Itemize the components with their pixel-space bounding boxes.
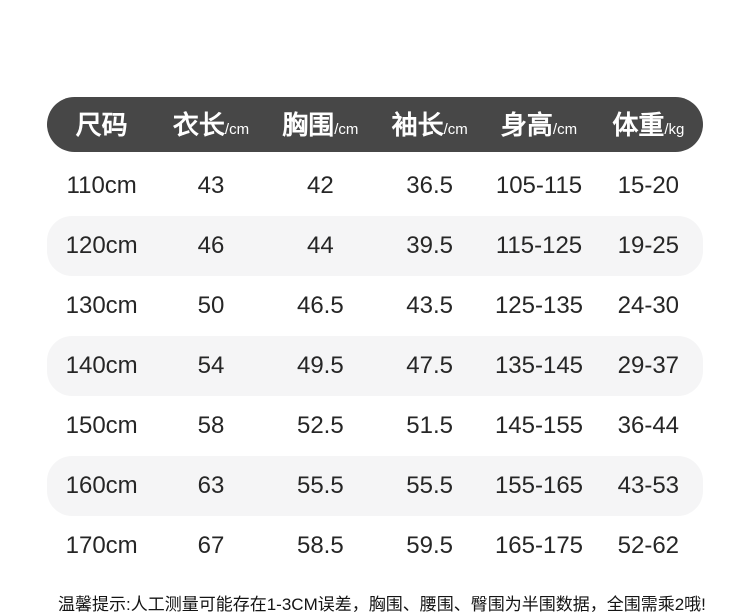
size-cell: 140cm	[65, 352, 138, 379]
size-cell: 160cm	[65, 472, 138, 499]
value-cell: 165-175	[494, 532, 584, 559]
value-cell: 43	[197, 172, 225, 199]
value-cell: 58	[197, 412, 225, 439]
table-header-row: 尺码 衣长/cm 胸围/cm 袖长/cm 身高/cm 体重/kg	[47, 97, 703, 152]
header-unit: /cm	[224, 120, 250, 138]
header-unit: /cm	[334, 120, 359, 138]
value-cell: 50	[197, 292, 225, 319]
value-cell: 47.5	[406, 352, 454, 379]
table-row: 130cm 50 46.5 43.5 125-135 24-30	[47, 276, 703, 336]
value-cell: 39.5	[406, 232, 454, 259]
value-cell: 55.5	[296, 472, 344, 499]
measurement-tip-note: 温馨提示:人工测量可能存在1-3CM误差，胸围、腰围、臀围为半围数据，全围需乘2…	[58, 595, 706, 614]
value-cell: 105-115	[495, 172, 583, 199]
size-cell: 110cm	[66, 172, 137, 199]
value-cell: 125-135	[494, 292, 584, 319]
size-cell: 150cm	[65, 412, 138, 439]
header-cell-chest: 胸围/cm	[266, 112, 375, 138]
header-cell-height: 身高/cm	[484, 112, 593, 138]
table-row: 170cm 67 58.5 59.5 165-175 52-62	[47, 516, 703, 576]
size-chart-table: 尺码 衣长/cm 胸围/cm 袖长/cm 身高/cm 体重/kg 110cm 43…	[47, 0, 706, 615]
value-cell: 145-155	[494, 412, 584, 439]
value-cell: 155-165	[494, 472, 584, 499]
value-cell: 42	[306, 172, 334, 199]
value-cell: 46.5	[296, 292, 344, 319]
header-label: 尺码	[75, 109, 128, 140]
table-row: 160cm 63 55.5 55.5 155-165 43-53	[47, 456, 703, 516]
table-row: 110cm 43 42 36.5 105-115 15-20	[47, 156, 703, 216]
table-body: 110cm 43 42 36.5 105-115 15-20 120cm 46 44 39.5 11…	[47, 156, 703, 576]
header-cell-size: 尺码	[47, 112, 156, 138]
value-cell: 54	[197, 352, 225, 379]
value-cell: 43.5	[406, 292, 454, 319]
value-cell: 67	[197, 532, 225, 559]
value-cell: 63	[197, 472, 225, 499]
size-cell: 120cm	[65, 232, 138, 259]
header-cell-weight: 体重/kg	[594, 112, 703, 138]
table-row: 140cm 54 49.5 47.5 135-145 29-37	[47, 336, 703, 396]
table-row: 150cm 58 52.5 51.5 145-155 36-44	[47, 396, 703, 456]
value-cell: 36-44	[617, 412, 680, 439]
value-cell: 46	[197, 232, 225, 259]
value-cell: 49.5	[296, 352, 344, 379]
header-cell-length: 衣长/cm	[156, 112, 265, 138]
value-cell: 52.5	[296, 412, 344, 439]
size-cell: 170cm	[65, 532, 138, 559]
value-cell: 44	[306, 232, 334, 259]
value-cell: 58.5	[296, 532, 344, 559]
header-unit: /kg	[664, 120, 685, 138]
value-cell: 51.5	[406, 412, 454, 439]
value-cell: 115-125	[495, 232, 583, 259]
header-label: 衣长	[172, 109, 225, 140]
table-row: 120cm 46 44 39.5 115-125 19-25	[47, 216, 703, 276]
value-cell: 135-145	[494, 352, 584, 379]
value-cell: 59.5	[406, 532, 454, 559]
value-cell: 24-30	[617, 292, 680, 319]
value-cell: 43-53	[617, 472, 680, 499]
size-cell: 130cm	[65, 292, 138, 319]
header-label: 胸围	[282, 109, 335, 140]
header-label: 袖长	[391, 109, 444, 140]
header-label: 身高	[500, 109, 553, 140]
value-cell: 29-37	[617, 352, 680, 379]
header-unit: /cm	[443, 120, 468, 138]
value-cell: 36.5	[406, 172, 454, 199]
value-cell: 52-62	[617, 532, 680, 559]
header-unit: /cm	[552, 120, 578, 138]
value-cell: 15-20	[617, 172, 680, 199]
header-label: 体重	[612, 109, 665, 140]
header-cell-sleeve: 袖长/cm	[375, 112, 484, 138]
value-cell: 55.5	[406, 472, 454, 499]
value-cell: 19-25	[617, 232, 680, 259]
